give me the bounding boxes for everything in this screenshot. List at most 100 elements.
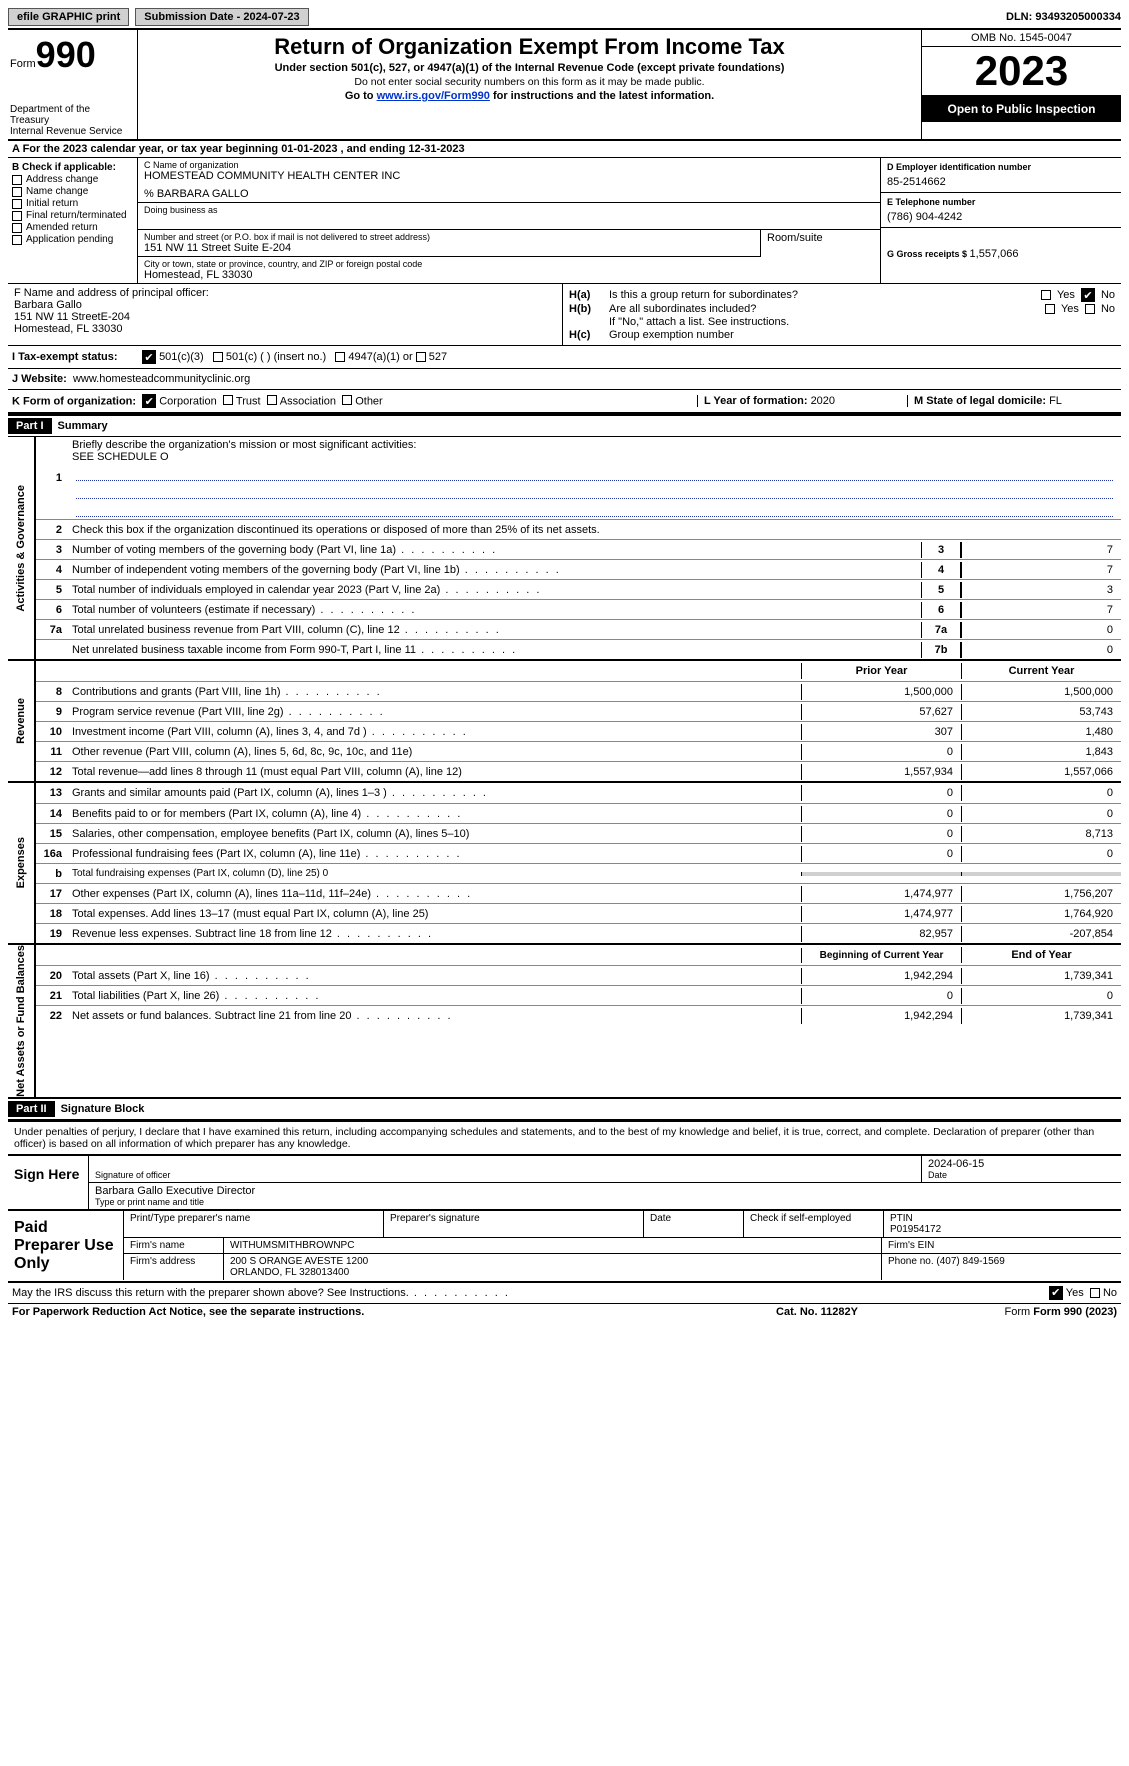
officer-name: Barbara Gallo [14,299,556,311]
line15-prior: 0 [801,826,961,842]
prep-date-label: Date [650,1213,737,1224]
part1-header: Part ISummary [8,414,1121,437]
department: Department of the Treasury Internal Reve… [10,104,131,137]
line6-text: Total number of volunteers (estimate if … [68,602,921,618]
website-label: J Website: [12,373,67,385]
dba-label: Doing business as [144,205,874,215]
expenses-section: Expenses 13Grants and similar amounts pa… [8,783,1121,945]
line20-end: 1,739,341 [961,968,1121,984]
ptin-label: PTIN [890,1213,1115,1224]
line20-begin: 1,942,294 [801,968,961,984]
501c3-checked[interactable]: ✔ [142,350,156,364]
care-of: % BARBARA GALLO [144,188,874,200]
hb-note: If "No," attach a list. See instructions… [609,316,1115,328]
prep-check-label: Check if self-employed [750,1213,877,1224]
line16b-shaded2 [961,872,1121,876]
ha-yes[interactable] [1041,290,1051,300]
mission-text: SEE SCHEDULE O [72,451,169,463]
line8-text: Contributions and grants (Part VIII, lin… [68,684,801,700]
domicile-label: M State of legal domicile: [914,395,1049,407]
prep-phone: (407) 849-1569 [936,1256,1004,1267]
gross-receipts-label: G Gross receipts $ [887,249,970,259]
firm-name: WITHUMSMITHBROWNPC [223,1238,881,1253]
line14-current: 0 [961,806,1121,822]
checkbox-app-pending[interactable] [12,235,22,245]
line11-prior: 0 [801,744,961,760]
form-number: 990 [36,34,96,75]
city-state-zip: Homestead, FL 33030 [144,269,874,281]
line13-current: 0 [961,785,1121,801]
website-value: www.homesteadcommunityclinic.org [73,373,250,385]
ha-no-checked[interactable]: ✔ [1081,288,1095,302]
ein-value: 85-2514662 [887,176,1115,188]
firm-addr2: ORLANDO, FL 328013400 [230,1267,875,1278]
line14-prior: 0 [801,806,961,822]
501c-checkbox[interactable] [213,352,223,362]
prep-phone-label: Phone no. [888,1256,934,1267]
checkbox-amended[interactable] [12,223,22,233]
org-name: HOMESTEAD COMMUNITY HEALTH CENTER INC [144,170,874,182]
ptin-value: P01954172 [890,1224,1115,1235]
line18-current: 1,764,920 [961,906,1121,922]
line13-text: Grants and similar amounts paid (Part IX… [68,785,801,801]
net-assets-section: Net Assets or Fund Balances Beginning of… [8,945,1121,1099]
sig-officer-label: Signature of officer [95,1170,915,1180]
line22-text: Net assets or fund balances. Subtract li… [68,1008,801,1024]
form-subtitle: Under section 501(c), 527, or 4947(a)(1)… [144,62,915,74]
line17-prior: 1,474,977 [801,886,961,902]
street-label: Number and street (or P.O. box if mail i… [144,232,754,242]
officer-name-title: Barbara Gallo Executive Director [95,1185,1115,1197]
year-formation: 2020 [811,395,835,407]
hb-yes[interactable] [1045,304,1055,314]
instructions-link[interactable]: www.irs.gov/Form990 [377,90,490,102]
officer-group-block: F Name and address of principal officer:… [8,284,1121,346]
discuss-yes-checked[interactable]: ✔ [1049,1286,1063,1300]
checkbox-address-change[interactable] [12,175,22,185]
paperwork-notice: For Paperwork Reduction Act Notice, see … [12,1306,717,1318]
assoc-checkbox[interactable] [267,395,277,405]
firm-ein-label: Firm's EIN [881,1238,1121,1253]
hb-label: H(b) [569,303,609,315]
line16b-shaded [801,872,961,876]
efile-button[interactable]: efile GRAPHIC print [8,8,129,26]
governance-label: Activities & Governance [15,485,27,612]
form-org-label: K Form of organization: [12,396,136,408]
hb-no[interactable] [1085,304,1095,314]
line17-text: Other expenses (Part IX, column (A), lin… [68,886,801,902]
officer-addr1: 151 NW 11 StreetE-204 [14,311,556,323]
checkbox-name-change[interactable] [12,187,22,197]
form-label: Form [10,58,36,70]
line22-begin: 1,942,294 [801,1008,961,1024]
4947-checkbox[interactable] [335,352,345,362]
other-checkbox[interactable] [342,395,352,405]
line5-text: Total number of individuals employed in … [68,582,921,598]
line7b-value: 0 [961,642,1121,658]
trust-checkbox[interactable] [223,395,233,405]
line18-text: Total expenses. Add lines 13–17 (must eq… [68,906,801,922]
line10-prior: 307 [801,724,961,740]
paid-preparer-block: Paid Preparer Use Only Print/Type prepar… [8,1211,1121,1283]
submission-button[interactable]: Submission Date - 2024-07-23 [135,8,308,26]
line19-prior: 82,957 [801,926,961,942]
form-title: Return of Organization Exempt From Incom… [144,34,915,60]
discuss-no[interactable] [1090,1288,1100,1298]
527-checkbox[interactable] [416,352,426,362]
firm-addr1: 200 S ORANGE AVESTE 1200 [230,1256,875,1267]
checkbox-final-return[interactable] [12,211,22,221]
checkbox-initial-return[interactable] [12,199,22,209]
line21-end: 0 [961,988,1121,1004]
current-year-header: Current Year [961,663,1121,679]
corp-checked[interactable]: ✔ [142,394,156,408]
omb-number: OMB No. 1545-0047 [922,30,1121,47]
year-formation-label: L Year of formation: [704,395,811,407]
street-address: 151 NW 11 Street Suite E-204 [144,242,754,254]
line17-current: 1,756,207 [961,886,1121,902]
line12-prior: 1,557,934 [801,764,961,780]
sign-date: 2024-06-15 [928,1158,1115,1170]
declaration-text: Under penalties of perjury, I declare th… [8,1120,1121,1154]
prep-sig-label: Preparer's signature [390,1213,637,1224]
domicile-state: FL [1049,395,1062,407]
sign-here-block: Sign Here Signature of officer 2024-06-1… [8,1154,1121,1211]
hc-label: H(c) [569,329,609,341]
discuss-row: May the IRS discuss this return with the… [8,1283,1121,1303]
